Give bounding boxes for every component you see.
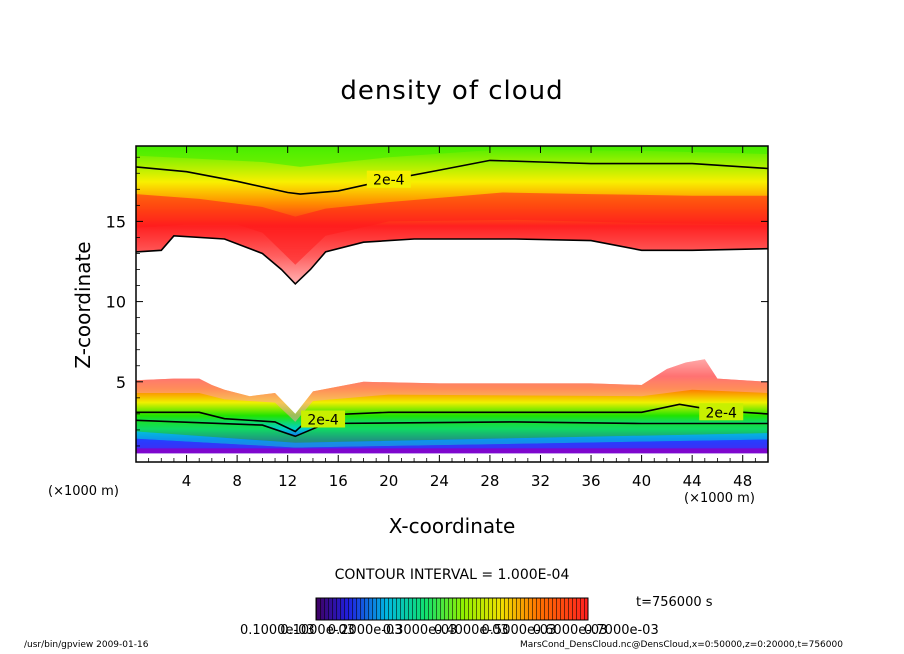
x-tick-label: 44: [683, 472, 702, 490]
x-tick-label: 8: [232, 472, 242, 490]
footer-program-info: /usr/bin/gpview 2009-01-16: [24, 640, 149, 650]
x-tick-label: 48: [733, 472, 752, 490]
contour-label-bg: [301, 410, 346, 428]
contour-label: 2e-4: [705, 405, 737, 421]
upper-cloud-edge-line: [136, 234, 768, 286]
x-tick-label: 40: [632, 472, 651, 490]
x-unit-label-right: (×1000 m): [684, 491, 755, 506]
contour-label-bg: [366, 170, 411, 188]
x-tick-label: 20: [379, 472, 398, 490]
colorbar-tick-label: 0.6000e-03: [532, 623, 608, 638]
colorbar-tick-label: 0.3000e-03: [382, 623, 458, 638]
lower-cyan-band: [136, 431, 768, 448]
upper-contour-line: [136, 159, 768, 195]
contour-interval-label: CONTOUR INTERVAL = 1.000E-04: [334, 567, 570, 583]
x-tick-label: 24: [430, 472, 449, 490]
x-axis-label: X-coordinate: [388, 514, 516, 538]
x-tick-label: 4: [182, 472, 192, 490]
lower-edge-band: [136, 359, 768, 422]
colorbar-tick-label: 0.7000e-03: [584, 623, 659, 638]
y-axis-label: Z-coordinate: [71, 241, 95, 369]
upper-low-density-band: [136, 146, 768, 167]
colorbar-tick-label: 0.1000e-03: [280, 623, 355, 638]
colorbar-tick-label: 0.1000e-03: [239, 623, 315, 638]
lower-purple-band: [136, 448, 768, 454]
x-tick-label: 12: [278, 472, 297, 490]
time-label: t=756000 s: [636, 595, 713, 610]
upper-density-maximum: [136, 192, 768, 265]
x-unit-label-left: (×1000 m): [48, 484, 119, 499]
colorbar-tick-label: 0.2000e-03: [327, 623, 403, 638]
colorbar-tick-label: 0.5000e-03: [481, 623, 557, 638]
contour-label: 2e-4: [373, 173, 405, 189]
lower-green-band: [136, 420, 768, 443]
y-tick-label: 10: [106, 293, 126, 312]
x-tick-label: 16: [329, 472, 348, 490]
x-tick-label: 28: [480, 472, 499, 490]
footer-data-source: MarsCond_DensCloud.nc@DensCloud,x=0:5000…: [520, 640, 843, 650]
x-tick-label: 32: [531, 472, 550, 490]
colorbar: [315, 597, 589, 621]
contour-label: 2e-4: [307, 412, 339, 428]
chart-title: density of cloud: [340, 76, 564, 106]
colorbar-tick-label: 0.4000e-03: [433, 623, 509, 638]
contour-label-bg: [699, 403, 744, 421]
x-tick-label: 36: [581, 472, 600, 490]
y-tick-label: 5: [116, 373, 126, 392]
lower-contour-line: [136, 403, 768, 433]
y-tick-label: 15: [106, 212, 126, 231]
